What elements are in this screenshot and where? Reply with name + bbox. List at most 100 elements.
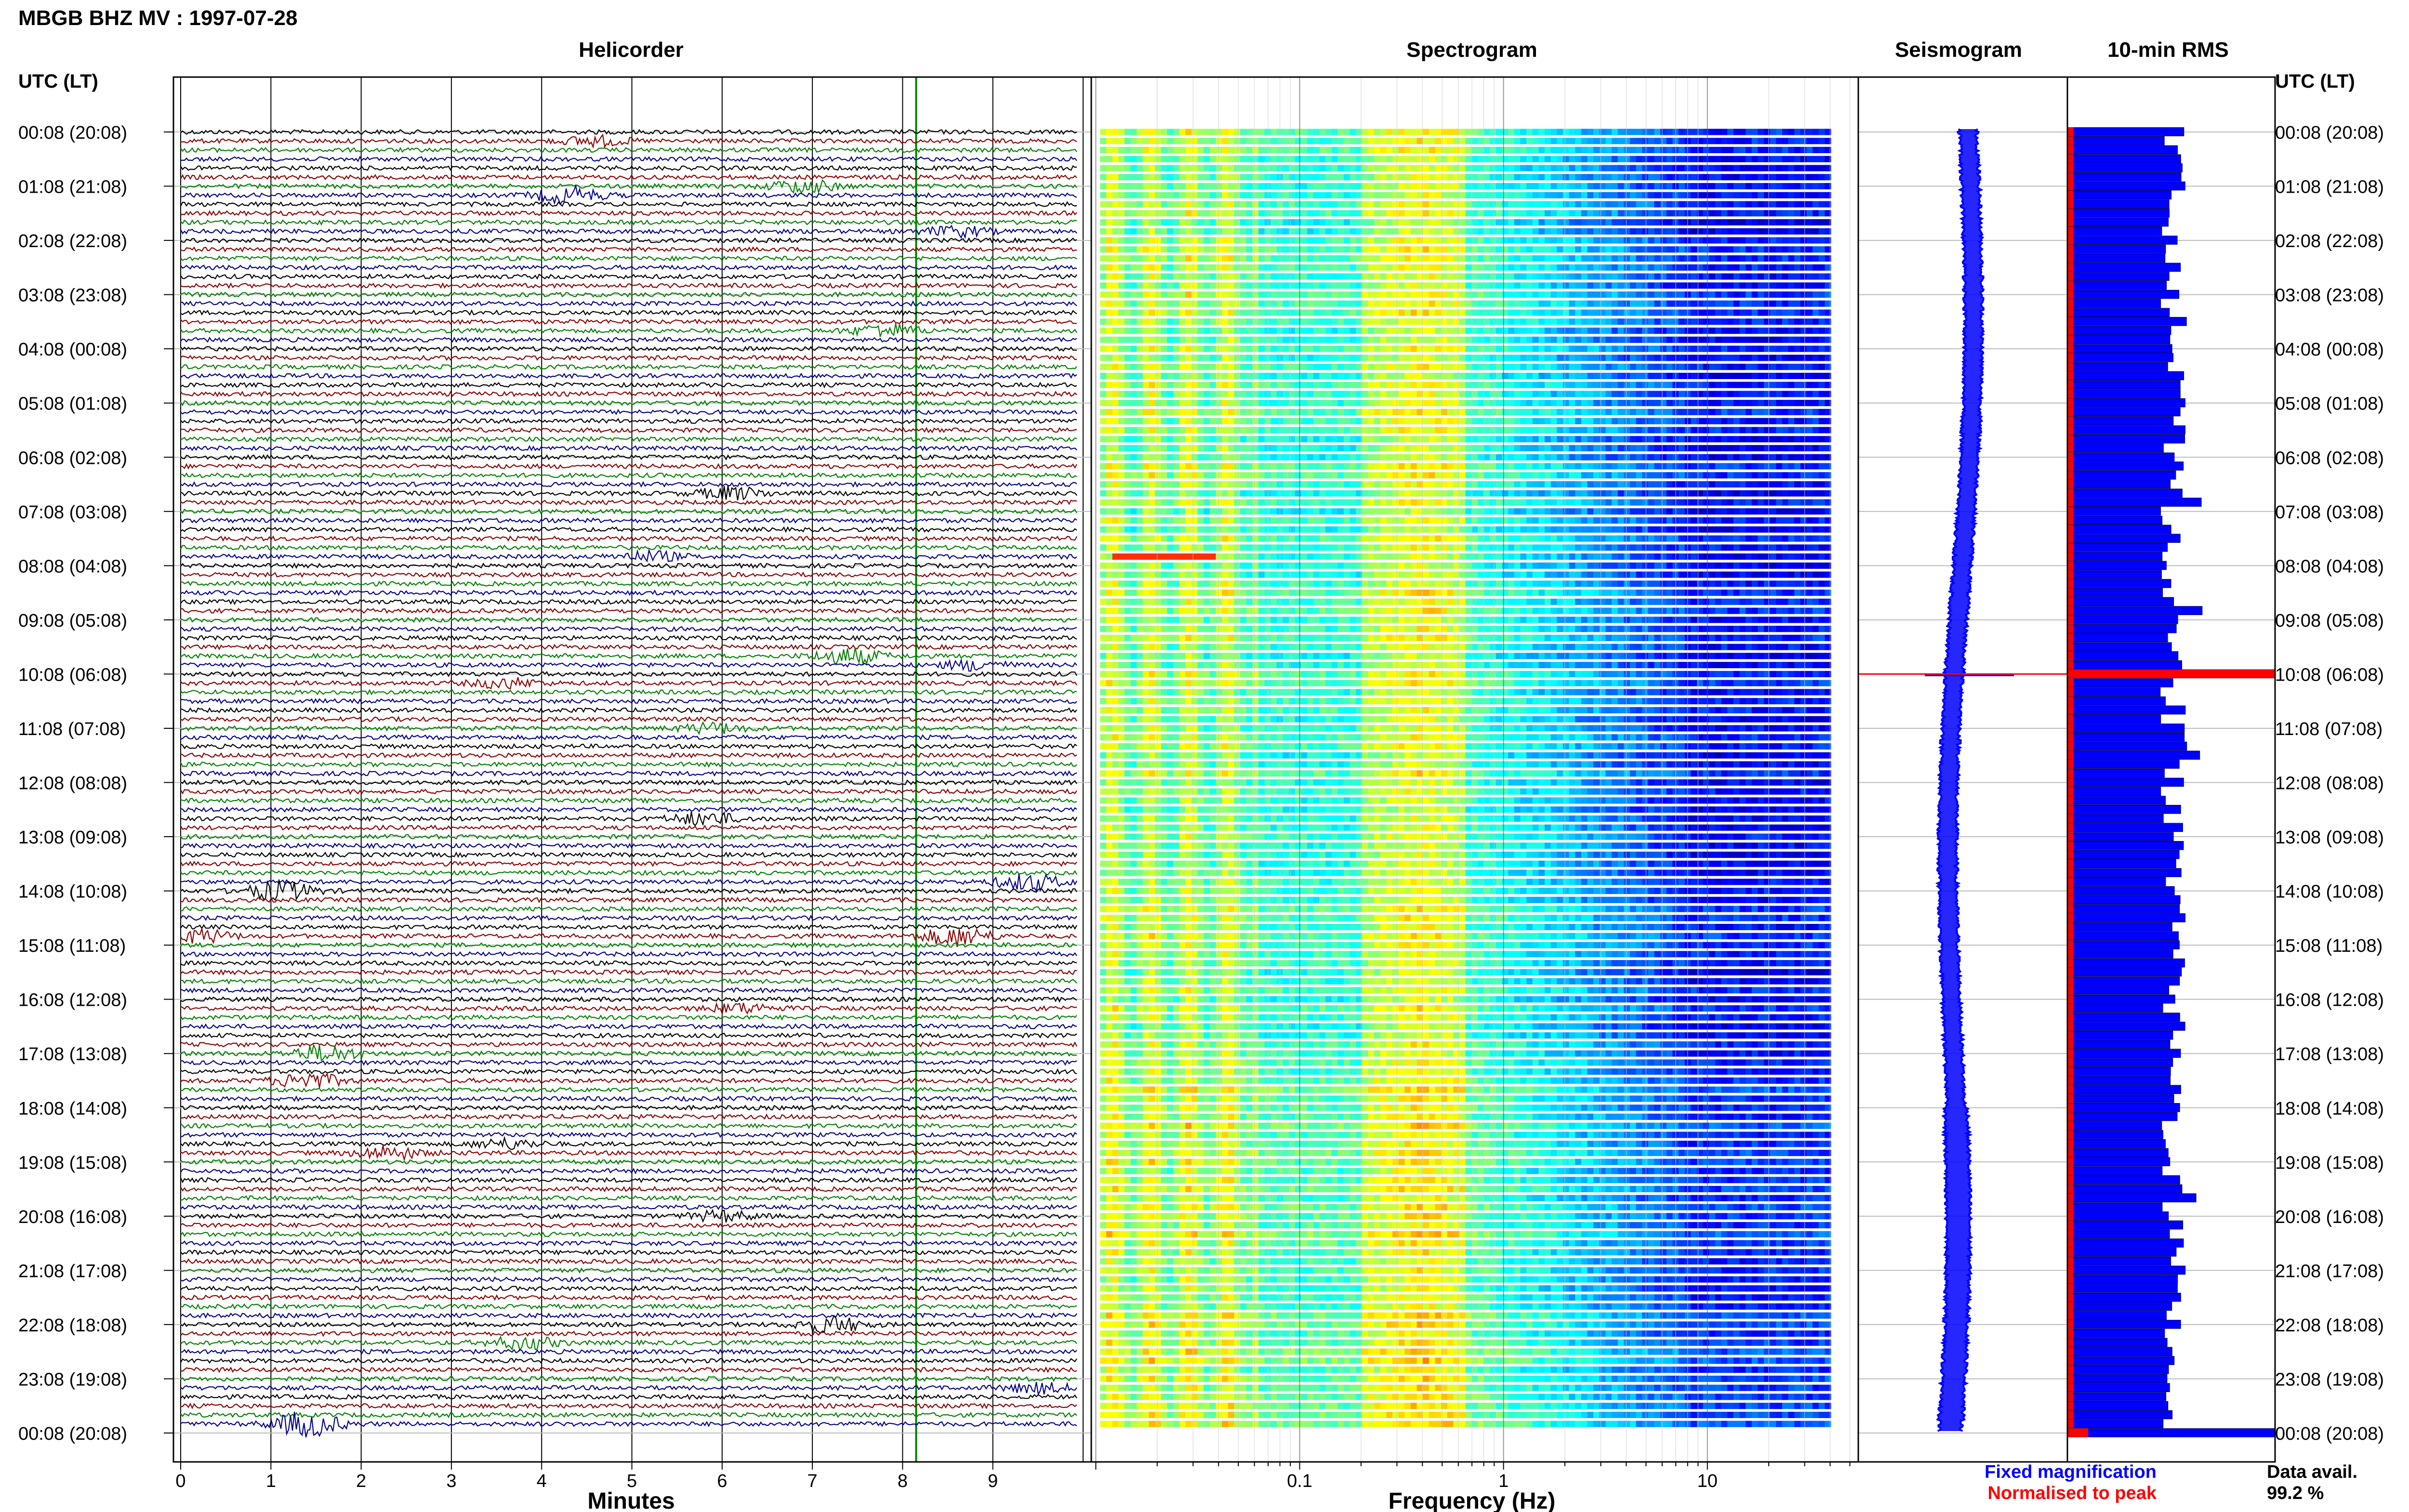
- spectrogram-cell: [1191, 454, 1198, 460]
- spectrogram-cell: [1636, 400, 1642, 407]
- spectrogram-cell: [1410, 273, 1417, 280]
- spectrogram-cell: [1691, 192, 1697, 198]
- spectrogram-cell: [1818, 192, 1825, 198]
- spectrogram-cell: [1350, 282, 1356, 289]
- spectrogram-cell: [1709, 201, 1716, 208]
- spectrogram-cell: [1295, 183, 1301, 190]
- spectrogram-cell: [1782, 264, 1789, 271]
- spectrogram-cell: [1343, 138, 1350, 145]
- spectrogram-cell: [1441, 273, 1448, 280]
- spectrogram-cell: [1545, 129, 1551, 135]
- spectrogram-cell: [1142, 138, 1150, 145]
- spectrogram-cell: [1818, 400, 1825, 407]
- spectrogram-cell: [1271, 454, 1277, 460]
- spectrogram-cell: [1562, 165, 1570, 171]
- spectrogram-cell: [1794, 300, 1801, 307]
- spectrogram-cell: [1319, 146, 1326, 153]
- spectrogram-cell: [1703, 472, 1709, 479]
- helicorder-trace: [180, 1366, 1077, 1373]
- spectrogram-cell: [1118, 282, 1125, 289]
- spectrogram-cell: [1520, 336, 1527, 343]
- spectrogram-cell: [1478, 183, 1484, 190]
- spectrogram-cell: [1538, 472, 1545, 479]
- spectrogram-cell: [1331, 328, 1338, 334]
- spectrogram-cell: [1350, 273, 1356, 280]
- spectrogram-cell: [1161, 418, 1167, 424]
- spectrogram-cell: [1557, 146, 1563, 153]
- spectrogram-cell: [1222, 454, 1229, 460]
- spectrogram-cell: [1283, 408, 1289, 415]
- spectrogram-cell: [1818, 418, 1825, 424]
- spectrogram-cell: [1179, 282, 1186, 289]
- spectrogram-cell: [1697, 445, 1704, 451]
- spectrogram-cell: [1654, 309, 1661, 316]
- helicorder-trace: [180, 1303, 1077, 1310]
- spectrogram-cell: [1520, 192, 1527, 198]
- spectrogram-cell: [1502, 400, 1509, 407]
- spectrogram-cell: [1106, 146, 1113, 153]
- spectrogram-cell: [1605, 273, 1612, 280]
- spectrogram-cell: [1514, 129, 1521, 135]
- spectrogram-cell: [1514, 355, 1521, 361]
- spectrogram-cell: [1709, 427, 1716, 434]
- spectrogram-cell: [1746, 372, 1752, 379]
- spectrogram-cell: [1191, 255, 1198, 262]
- spectrogram-cell: [1337, 146, 1344, 153]
- helicorder-trace: [180, 806, 1077, 813]
- spectrogram-cell: [1593, 436, 1600, 443]
- spectrogram-cell: [1581, 318, 1588, 325]
- helicorder-trace: [180, 224, 1077, 239]
- spectrogram-cell: [1234, 183, 1241, 190]
- spectrogram-cell: [1520, 463, 1527, 470]
- spectrogram-cell: [1593, 418, 1600, 424]
- spectrogram-cell: [1813, 300, 1819, 307]
- spectrogram-cell: [1624, 463, 1630, 470]
- spectrogram-cell: [1508, 219, 1515, 226]
- spectrogram-cell: [1459, 309, 1466, 316]
- spectrogram-cell: [1228, 328, 1234, 334]
- spectrogram-cell: [1319, 472, 1326, 479]
- spectrogram-cell: [1813, 264, 1819, 271]
- spectrogram-cell: [1380, 246, 1387, 253]
- spectrogram-cell: [1106, 237, 1113, 244]
- spectrogram-cell: [1453, 129, 1460, 135]
- spectrogram-cell: [1538, 228, 1545, 235]
- spectrogram-cell: [1569, 328, 1575, 334]
- spectrogram-cell: [1106, 372, 1113, 379]
- spectrogram-cell: [1483, 282, 1490, 289]
- spectrogram-cell: [1216, 146, 1222, 153]
- spectrogram-cell: [1453, 381, 1460, 388]
- spectrogram-cell: [1703, 427, 1709, 434]
- spectrogram-cell: [1137, 364, 1143, 370]
- spectrogram-cell: [1599, 264, 1606, 271]
- spectrogram-cell: [1581, 345, 1588, 352]
- spectrogram-cell: [1782, 436, 1789, 443]
- helicorder-trace: [180, 381, 1077, 389]
- spectrogram-cell: [1350, 138, 1356, 145]
- spectrogram-cell: [1392, 427, 1399, 434]
- spectrogram-cell: [1794, 219, 1801, 226]
- spectrogram-cell: [1447, 264, 1454, 271]
- spectrogram-cell: [1362, 309, 1368, 316]
- spectrogram-cell: [1538, 174, 1545, 181]
- spectrogram-cell: [1581, 156, 1588, 162]
- spectrogram-cell: [1654, 436, 1661, 443]
- spectrogram-cell: [1612, 237, 1618, 244]
- spectrogram-cell: [1532, 273, 1539, 280]
- spectrogram-cell: [1478, 138, 1484, 145]
- spectrogram-cell: [1569, 318, 1575, 325]
- spectrogram-cell: [1581, 282, 1588, 289]
- spectrogram-cell: [1629, 146, 1637, 153]
- spectrogram-cell: [1746, 391, 1752, 397]
- spectrogram-cell: [1666, 237, 1673, 244]
- spectrogram-cell: [1514, 255, 1521, 262]
- spectrogram-cell: [1770, 183, 1776, 190]
- spectrogram-cell: [1368, 336, 1375, 343]
- spectrogram-cell: [1161, 138, 1167, 145]
- spectrogram-cell: [1806, 282, 1813, 289]
- spectrogram-cell: [1246, 418, 1253, 424]
- spectrogram-cell: [1155, 183, 1162, 190]
- spectrogram-cell: [1715, 264, 1722, 271]
- spectrogram-cell: [1605, 328, 1612, 334]
- spectrogram-cell: [1721, 237, 1728, 244]
